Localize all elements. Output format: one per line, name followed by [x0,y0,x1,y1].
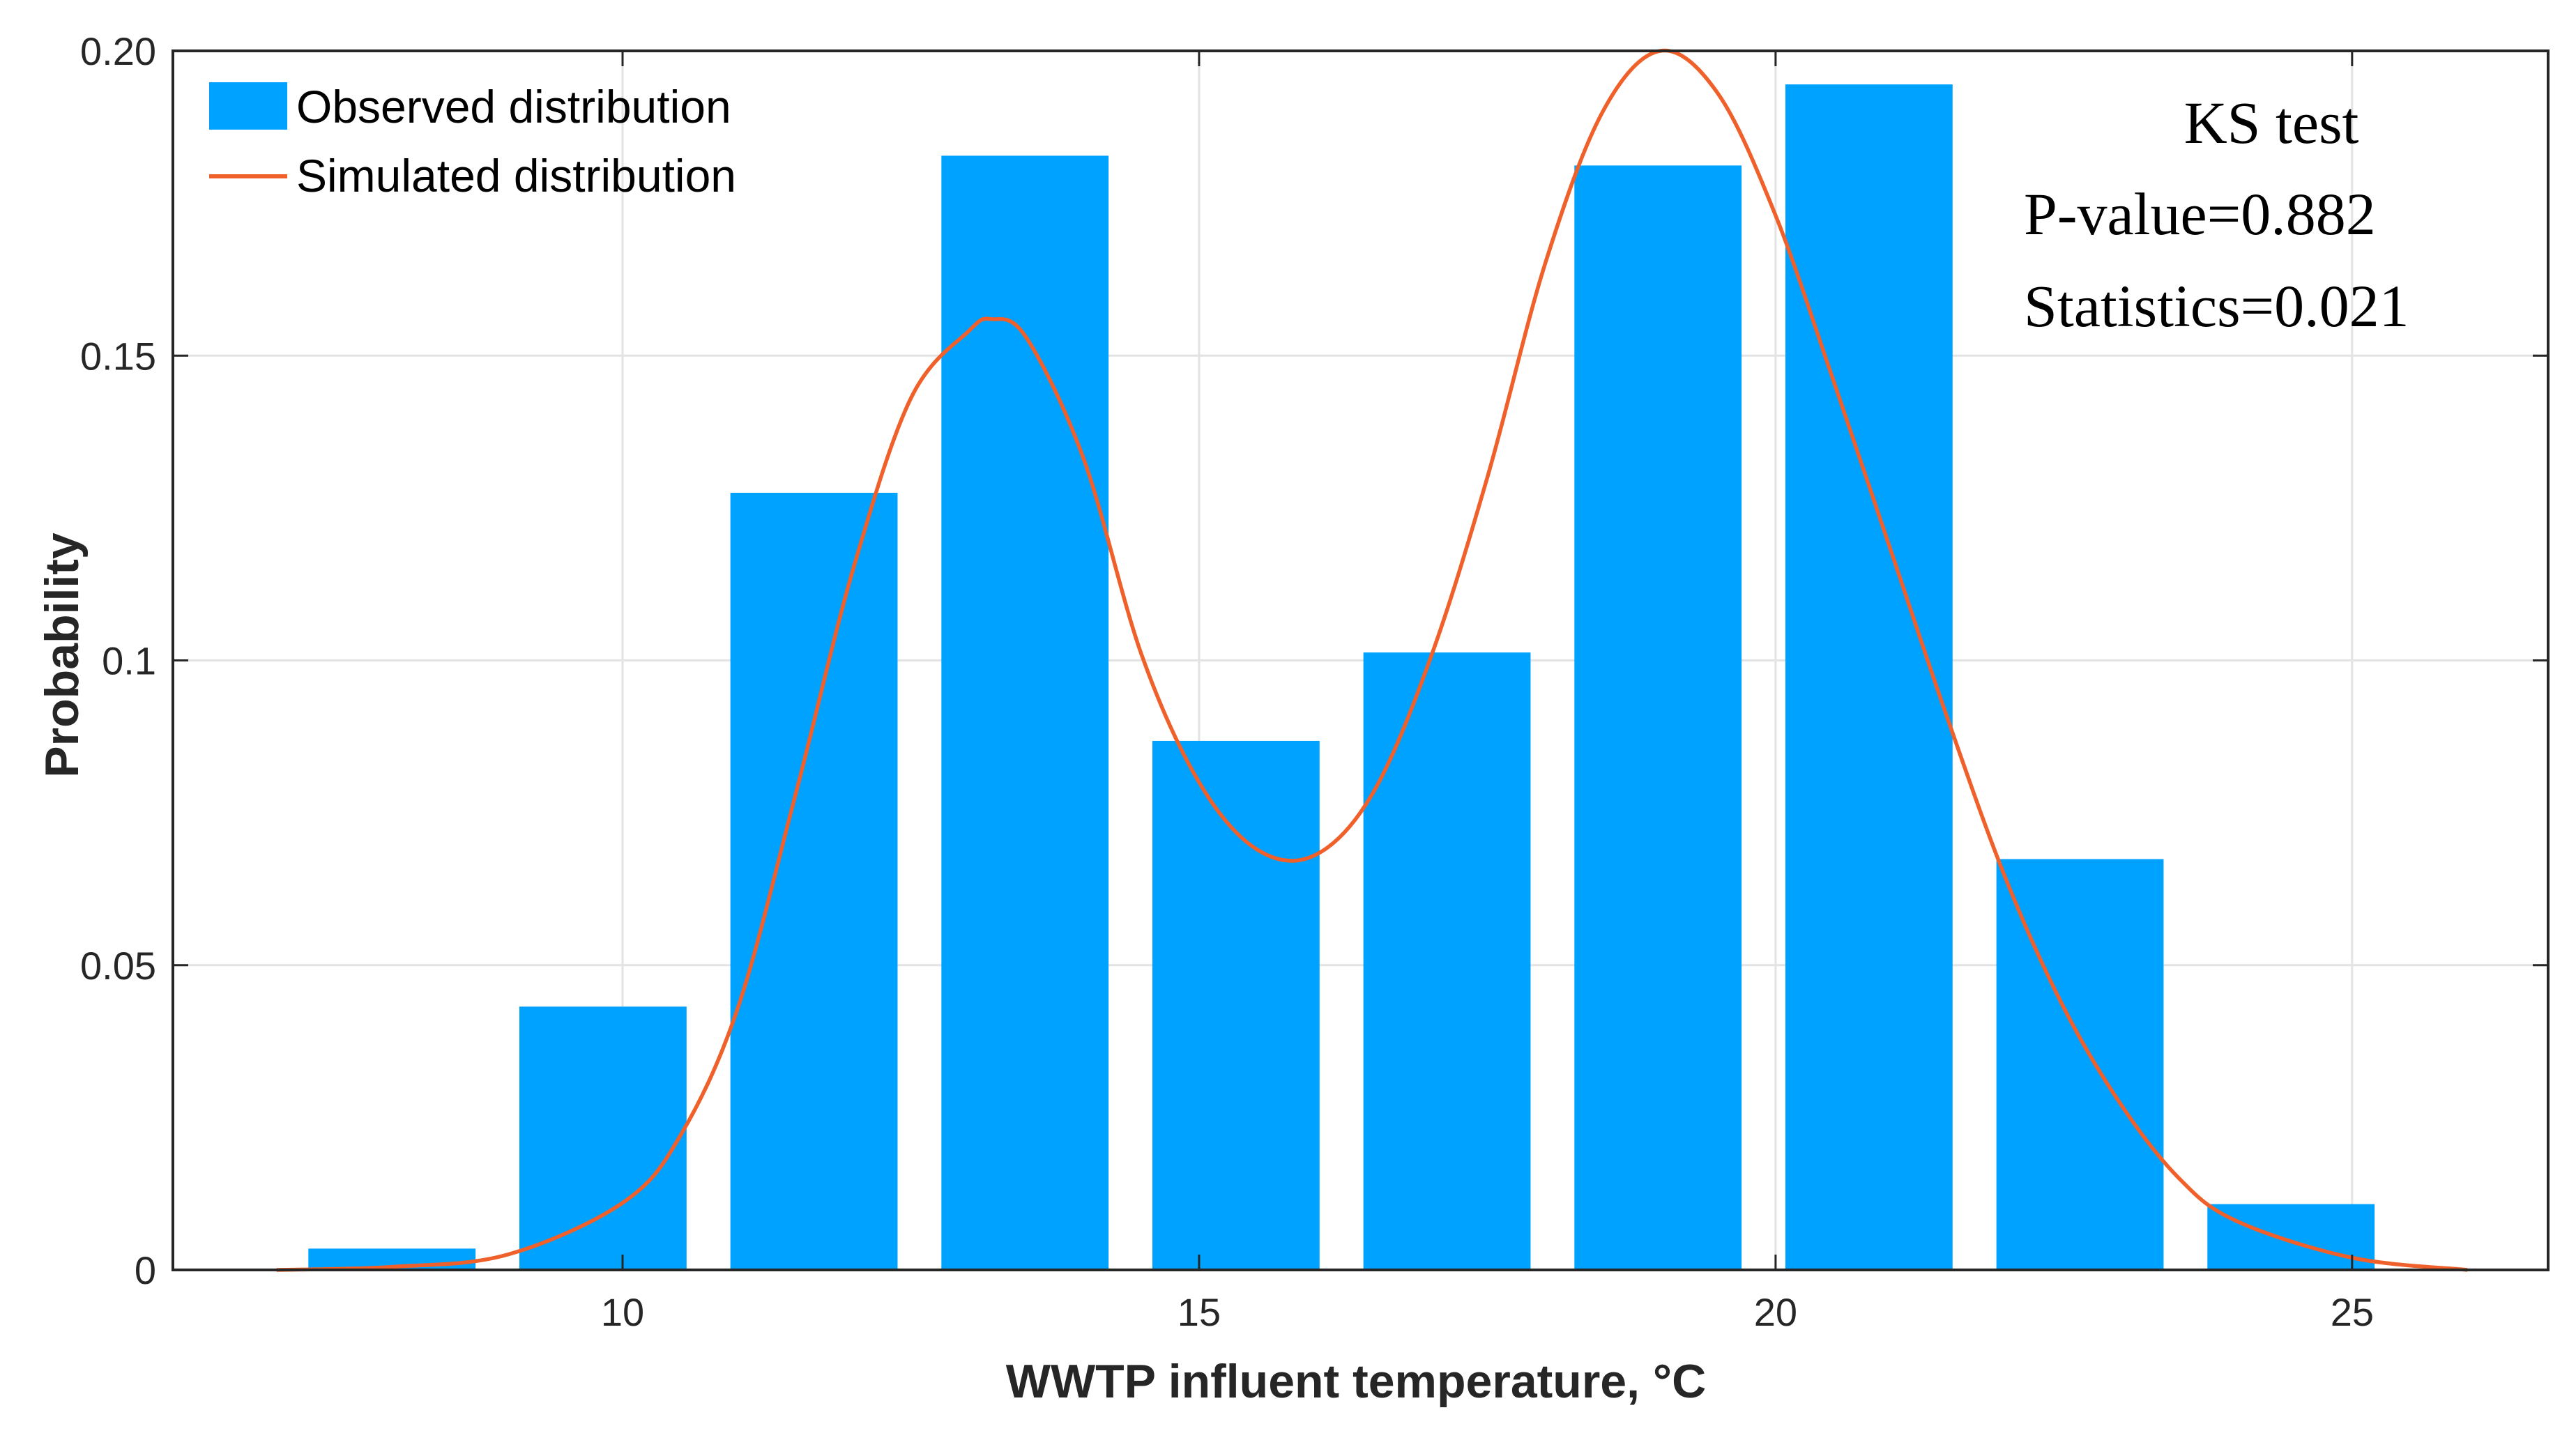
y-tick-label-2: 0.1 [102,639,156,683]
bar-9 [2207,1204,2375,1270]
x-tick-label-2: 20 [1754,1290,1797,1334]
ks-test-annotation: KS test P-value=0.882 Statistics=0.021 [2024,89,2409,339]
legend-simulated-label: Simulated distribution [296,150,736,201]
y-tick-label-4: 0.20 [80,29,156,73]
x-tick-labels: 10 15 20 25 [601,1290,2374,1334]
ks-statistics: Statistics=0.021 [2024,273,2409,339]
x-axis-label: WWTP influent temperature, °C [1006,1355,1706,1408]
x-tick-label-3: 25 [2331,1290,2374,1334]
y-tick-label-1: 0.05 [80,944,156,988]
simulated-distribution-line [276,48,2468,1272]
bar-6 [1574,165,1742,1270]
axis-ticks [173,49,2548,1271]
y-tick-labels: 0 0.05 0.1 0.15 0.20 [80,29,156,1292]
legend: Observed distribution Simulated distribu… [209,81,736,201]
ks-p-value: P-value=0.882 [2024,181,2376,247]
y-tick-label-3: 0.15 [80,334,156,378]
bar-1 [519,1006,687,1270]
x-tick-label-0: 10 [601,1290,644,1334]
bar-5 [1363,652,1531,1270]
legend-observed-label: Observed distribution [296,81,731,132]
bar-7 [1785,84,1953,1270]
y-axis-label: Probability [36,533,89,778]
bar-series [308,84,2375,1271]
bar-4 [1152,740,1320,1270]
y-tick-label-0: 0 [135,1248,156,1292]
bar-3 [941,155,1109,1270]
ks-test-title: KS test [2184,89,2359,156]
bar-2 [730,493,898,1271]
legend-observed-swatch [209,82,287,130]
x-tick-label-1: 15 [1178,1290,1221,1334]
